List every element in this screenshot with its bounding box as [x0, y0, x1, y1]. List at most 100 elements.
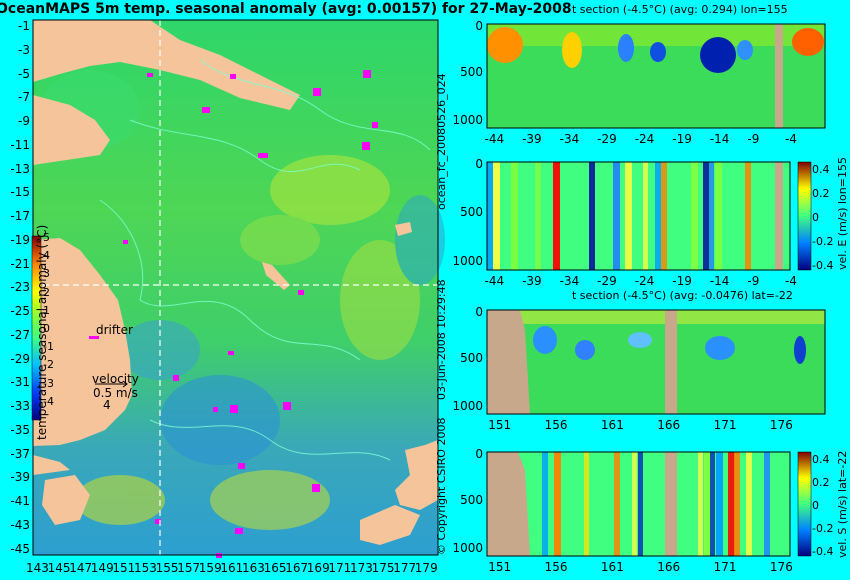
map-x-tick: 149 [90, 561, 114, 575]
velocity-band [535, 162, 541, 270]
p2-x-tick: -29 [597, 274, 617, 288]
p3-x-tick: 161 [600, 418, 624, 432]
p2-colorbar-tick: 0 [812, 211, 819, 224]
p2-x-tick: -24 [634, 274, 655, 288]
p2-x-tick: -9 [747, 274, 760, 288]
p4-stripes [542, 452, 770, 556]
p2-colorbar-tick: 0.4 [812, 163, 830, 176]
p3-x-tick: 171 [713, 418, 737, 432]
velocity-band [746, 452, 752, 556]
p4-colorbar-label: vel. S (m/s) lat=-22 [836, 450, 849, 558]
map-title: OceanMAPS 5m temp. seasonal anomaly (avg… [0, 1, 572, 17]
p1-y-tick: 500 [460, 64, 483, 79]
velocity-band [643, 162, 648, 270]
map-y-tick: -39 [10, 470, 30, 485]
p1-x-tick: -4 [784, 132, 797, 146]
map-x-tick: 175 [371, 561, 395, 575]
p2-x-tick: -34 [559, 274, 580, 288]
map-x-tick: 177 [393, 561, 417, 575]
map-y-tick: -11 [10, 137, 30, 152]
velocity-band [553, 162, 560, 270]
map-y-tick: -17 [10, 209, 30, 223]
velocity-legend-value: 0.5 m/s [93, 386, 138, 400]
map-colorbar-tick: -4 [43, 394, 54, 408]
map-x-tick: 147 [69, 561, 93, 575]
p4-y-tick: 500 [460, 492, 483, 507]
map-x-tick: 167 [285, 561, 309, 575]
map-x-tick: 143 [26, 561, 49, 575]
velocity-legend-count: 4 [103, 398, 111, 412]
p3-plot [487, 310, 825, 414]
p2-colorbar-tick: 0.2 [812, 187, 830, 200]
map-y-tick: -35 [10, 422, 30, 437]
map-x-tick: 165 [263, 561, 287, 575]
land-se-australia [33, 455, 70, 475]
land-australia [33, 238, 132, 446]
map-y-tick: -25 [10, 304, 30, 318]
p4-x-tick: 166 [657, 560, 681, 574]
p2-x-tick: -19 [672, 274, 692, 288]
velocity-band [698, 452, 703, 556]
velocity-band [487, 162, 494, 270]
map-y-tick: -21 [10, 256, 30, 271]
velocity-band [511, 162, 518, 270]
map-x-tick: 145 [47, 561, 71, 575]
velocity-band [764, 452, 770, 556]
p2-x-tick: -44 [484, 274, 505, 288]
land-new-caledonia [262, 262, 290, 290]
velocity-band [691, 162, 698, 270]
map-y-tick: -1 [18, 19, 30, 33]
p1-x-tick: -44 [484, 132, 505, 146]
p4-x-tick: 151 [488, 560, 512, 574]
land-png [33, 20, 300, 110]
p4-x-tick: 171 [713, 560, 737, 574]
map-y-tick: -41 [10, 494, 30, 508]
velocity-band [728, 452, 735, 556]
map-contours [99, 59, 431, 461]
velocity-band [703, 162, 709, 270]
p4-x-tick: 176 [769, 560, 793, 574]
map-x-tick: 173 [350, 561, 373, 575]
p1-features [487, 24, 825, 128]
p2-colorbar [797, 161, 812, 271]
p4-x-tick: 161 [600, 560, 624, 574]
map-x-tick: 155 [155, 561, 179, 575]
velocity-band [716, 452, 723, 556]
velocity-band [709, 162, 714, 270]
map-x-tick: 159 [198, 561, 222, 575]
map-y-tick: -27 [10, 327, 30, 342]
velocity-band [613, 162, 620, 270]
drifter-legend: drifter [96, 323, 133, 337]
p1-y-tick: 0 [475, 19, 483, 34]
map-y-tick: -5 [18, 66, 30, 81]
map-y-tick: -13 [10, 161, 30, 176]
p1-x-tick: -19 [672, 132, 692, 146]
map-y-tick: -7 [18, 90, 30, 105]
p4-colorbar-tick: 0.4 [812, 453, 830, 466]
map-colorbar-tick: 1 [43, 303, 50, 317]
velocity-band [589, 162, 595, 270]
p4-colorbar-tick: -0.4 [812, 545, 834, 558]
map-x-tick: 161 [220, 561, 244, 575]
map-colorbar [31, 235, 42, 421]
p3-title: t section (-4.5°C) (avg: -0.0476) lat=-2… [572, 289, 793, 302]
p3-y-tick: 0 [475, 305, 483, 320]
map-colorbar-tick: -2 [43, 358, 54, 372]
map-x-tick: 163 [242, 561, 265, 575]
p3-y-tick: 1000 [452, 398, 483, 413]
map-colorbar-tick: 2 [43, 285, 50, 299]
p1-x-tick: -29 [597, 132, 617, 146]
map-y-tick: -3 [18, 42, 30, 57]
map-colorbar-tick: 0 [43, 322, 50, 335]
p4-y-tick: 1000 [452, 540, 483, 555]
velocity-band [745, 162, 751, 270]
p3-x-tick: 176 [769, 418, 793, 432]
p4-colorbar-tick: -0.2 [812, 522, 834, 535]
land-north-australia [33, 95, 110, 165]
velocity-band [661, 162, 667, 270]
p2-colorbar-tick: -0.4 [812, 259, 834, 272]
p4-colorbar [797, 451, 812, 557]
map-y-tick: -31 [10, 375, 30, 390]
map-y-tick: -43 [10, 517, 30, 532]
